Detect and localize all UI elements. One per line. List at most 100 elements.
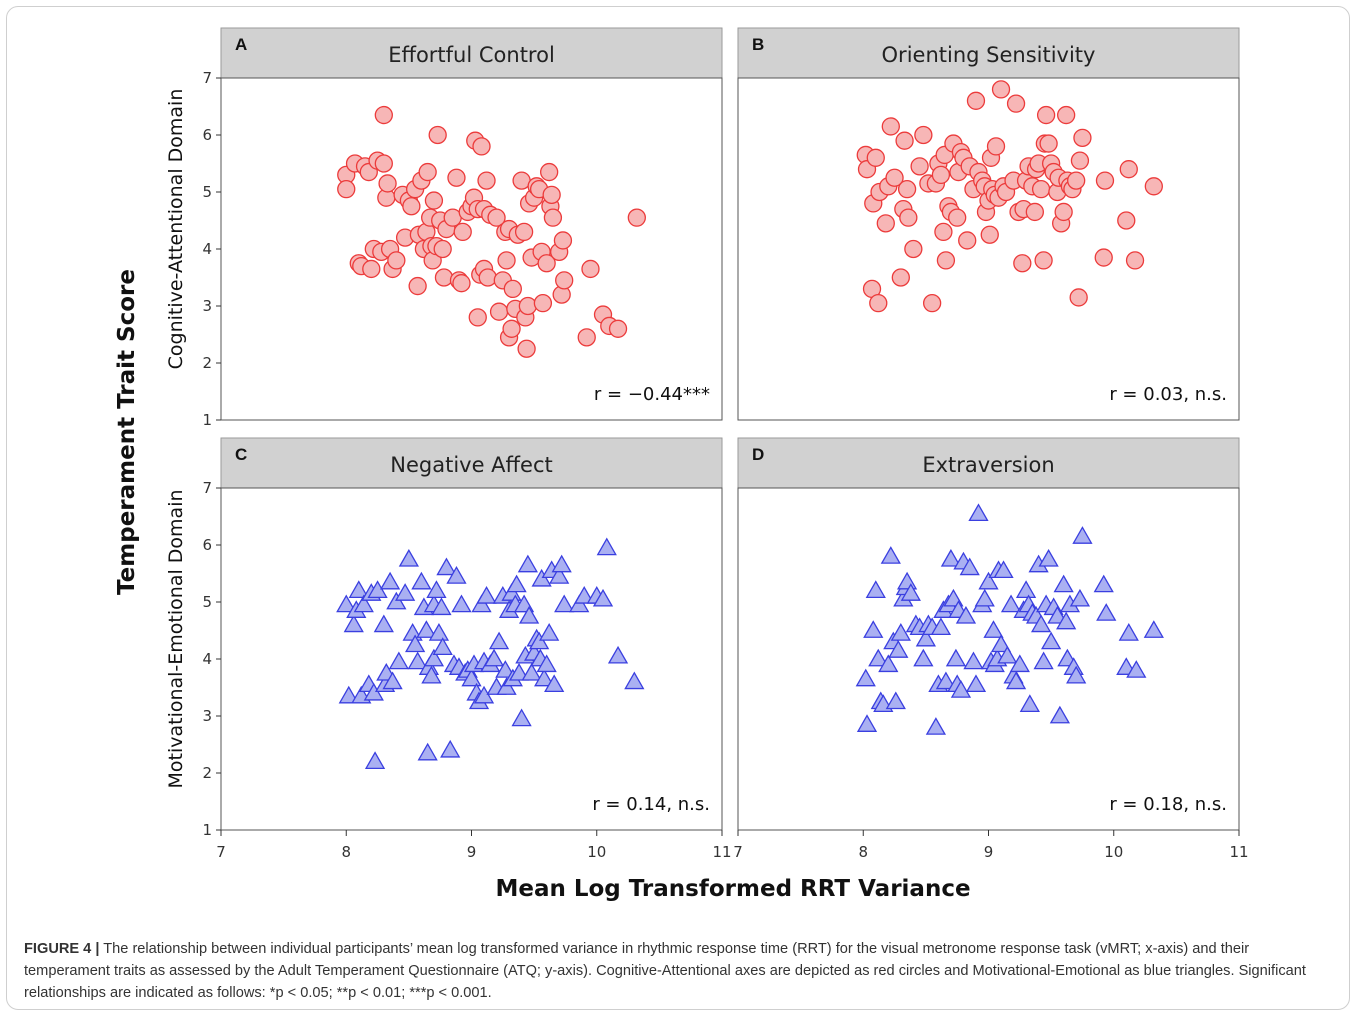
y-tick-label: 5 [202, 593, 212, 611]
y-tick-label: 1 [202, 821, 212, 839]
data-point [428, 125, 447, 145]
data-point [581, 259, 600, 279]
data-point [1031, 179, 1051, 199]
data-point [881, 117, 900, 136]
data-point [388, 651, 409, 670]
data-point [337, 179, 356, 199]
data-point [428, 623, 450, 641]
data-point [421, 665, 442, 684]
data-point [1119, 160, 1138, 179]
data-point [574, 585, 595, 604]
data-point [446, 566, 467, 584]
data-point [1070, 151, 1090, 170]
data-point [1125, 251, 1145, 270]
data-point [1069, 588, 1091, 607]
y-tick-label: 2 [202, 354, 212, 372]
data-point [336, 594, 357, 613]
data-point [936, 251, 956, 270]
data-point [386, 591, 407, 610]
data-point [963, 651, 984, 670]
data-point [506, 574, 527, 593]
x-tick-label: 8 [341, 843, 351, 861]
data-point [1096, 603, 1117, 621]
data-point [878, 654, 899, 673]
data-point [1067, 171, 1086, 190]
data-point [863, 620, 884, 638]
data-point [517, 554, 538, 573]
data-point [940, 548, 962, 567]
caption-label: FIGURE 4 | [24, 941, 100, 957]
data-point [471, 594, 492, 613]
data-point [476, 585, 497, 604]
x-tick-label: 7 [733, 843, 743, 861]
data-point [1015, 580, 1037, 598]
data-point [382, 671, 403, 690]
data-point [544, 674, 565, 693]
panel-d: D Extraversion 7 8 9 10 11 r = 0.18, n.s. [733, 437, 1249, 861]
data-point [888, 640, 909, 658]
data-point [1000, 594, 1022, 613]
data-point [1143, 620, 1164, 638]
y-tick-label: 3 [202, 707, 212, 725]
data-point [592, 588, 614, 607]
x-tick-label: 10 [587, 843, 606, 861]
data-point [408, 276, 427, 296]
strip-header [737, 437, 1240, 489]
data-point [472, 137, 491, 156]
data-point [968, 503, 989, 522]
data-point [434, 268, 454, 287]
data-point [1126, 660, 1147, 678]
data-point [866, 148, 885, 167]
data-point [418, 162, 437, 182]
data-point [440, 739, 461, 758]
panel-b: B Orienting Sensitivity r = 0.03, n.s. [737, 27, 1240, 421]
data-point [935, 671, 957, 690]
y-tick-label: 6 [202, 126, 212, 144]
data-point [607, 645, 629, 664]
y-tick-label: 7 [202, 479, 212, 497]
data-point [577, 328, 596, 347]
panel-letter: D [752, 445, 764, 464]
data-point [910, 157, 929, 176]
figure-frame [6, 6, 1350, 1010]
data-point [1072, 526, 1093, 544]
data-point [338, 685, 359, 704]
data-point [1095, 171, 1115, 190]
data-point [533, 293, 553, 313]
data-point [1066, 665, 1087, 684]
data-point [537, 254, 556, 273]
data-point [517, 339, 536, 358]
data-point [890, 623, 911, 641]
data-point [624, 671, 645, 690]
data-point [1054, 202, 1073, 222]
data-point [1118, 623, 1139, 641]
data-point [948, 208, 967, 227]
data-point [955, 605, 977, 624]
data-point [417, 742, 438, 761]
data-point [489, 302, 509, 321]
correlation-label: r = 0.18, n.s. [1109, 794, 1227, 815]
data-point [959, 557, 980, 576]
data-point [411, 571, 432, 590]
data-point [1013, 254, 1032, 273]
data-point [543, 208, 563, 227]
x-tick-label: 7 [216, 843, 226, 861]
x-tick-label: 11 [712, 843, 731, 861]
data-point [885, 168, 904, 187]
y-axis-title: Temperament Trait Score [114, 269, 140, 595]
data-point [363, 682, 384, 701]
data-point [488, 631, 510, 650]
data-point [364, 751, 386, 769]
data-point [1034, 251, 1053, 270]
data-point [379, 571, 401, 590]
y-tick-label: 6 [202, 536, 212, 554]
data-point [930, 617, 952, 636]
data-point [1005, 671, 1027, 690]
data-point [549, 566, 570, 584]
data-point [627, 208, 646, 227]
data-point [891, 268, 910, 287]
data-point [980, 225, 999, 244]
data-point [880, 546, 901, 564]
y-tick-label: 2 [202, 764, 212, 782]
panel-letter: B [752, 35, 764, 54]
